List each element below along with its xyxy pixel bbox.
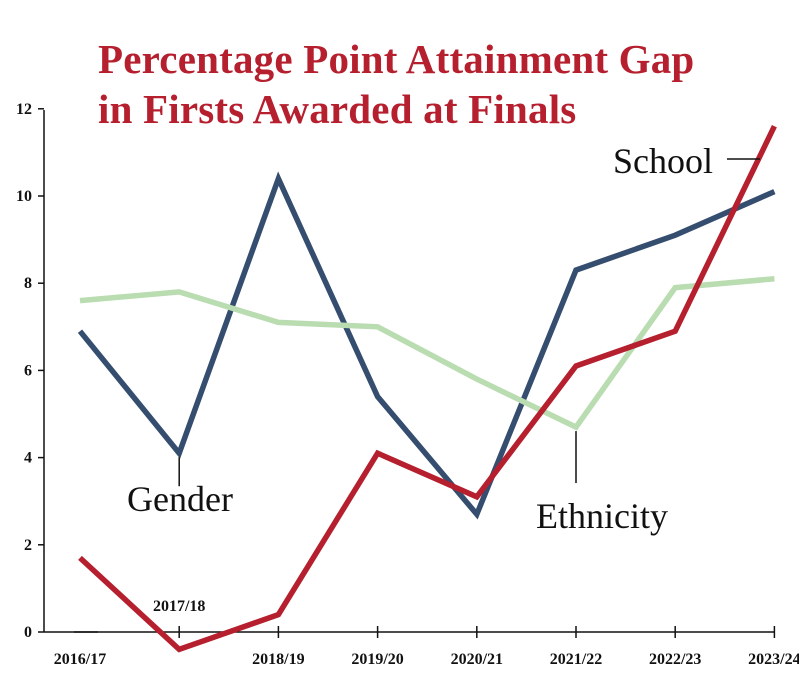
chart-title-line-1: Percentage Point Attainment Gap <box>98 36 695 82</box>
x-tick-label: 2022/23 <box>649 651 701 668</box>
y-tick-label: 2 <box>24 537 32 554</box>
series-line-gender <box>77 171 776 520</box>
chart-title: Percentage Point Attainment Gap in First… <box>98 34 758 134</box>
series-label-gender: Gender <box>127 479 233 519</box>
series-label-school: School <box>613 141 713 181</box>
x-tick-label: 2023/24 <box>748 651 799 668</box>
series-line-school <box>78 125 777 653</box>
y-tick-label: 4 <box>24 450 32 467</box>
x-tick-label: 2019/20 <box>351 651 403 668</box>
x-tick-label: 2021/22 <box>550 651 602 668</box>
y-tick-label: 10 <box>16 188 32 205</box>
x-tick-label: 2020/21 <box>451 651 503 668</box>
x-tick-label: 2017/18 <box>153 598 205 615</box>
y-tick-label: 12 <box>16 101 32 118</box>
series-line-ethnicity <box>79 276 775 431</box>
x-tick-label: 2018/19 <box>252 651 304 668</box>
x-tick-label: 2016/17 <box>54 651 106 668</box>
chart-title-line-2: in Firsts Awarded at Finals <box>98 86 577 132</box>
series-label-ethnicity: Ethnicity <box>536 496 668 536</box>
y-tick-label: 8 <box>24 275 32 292</box>
y-tick-label: 0 <box>24 624 32 641</box>
y-tick-label: 6 <box>24 362 32 379</box>
